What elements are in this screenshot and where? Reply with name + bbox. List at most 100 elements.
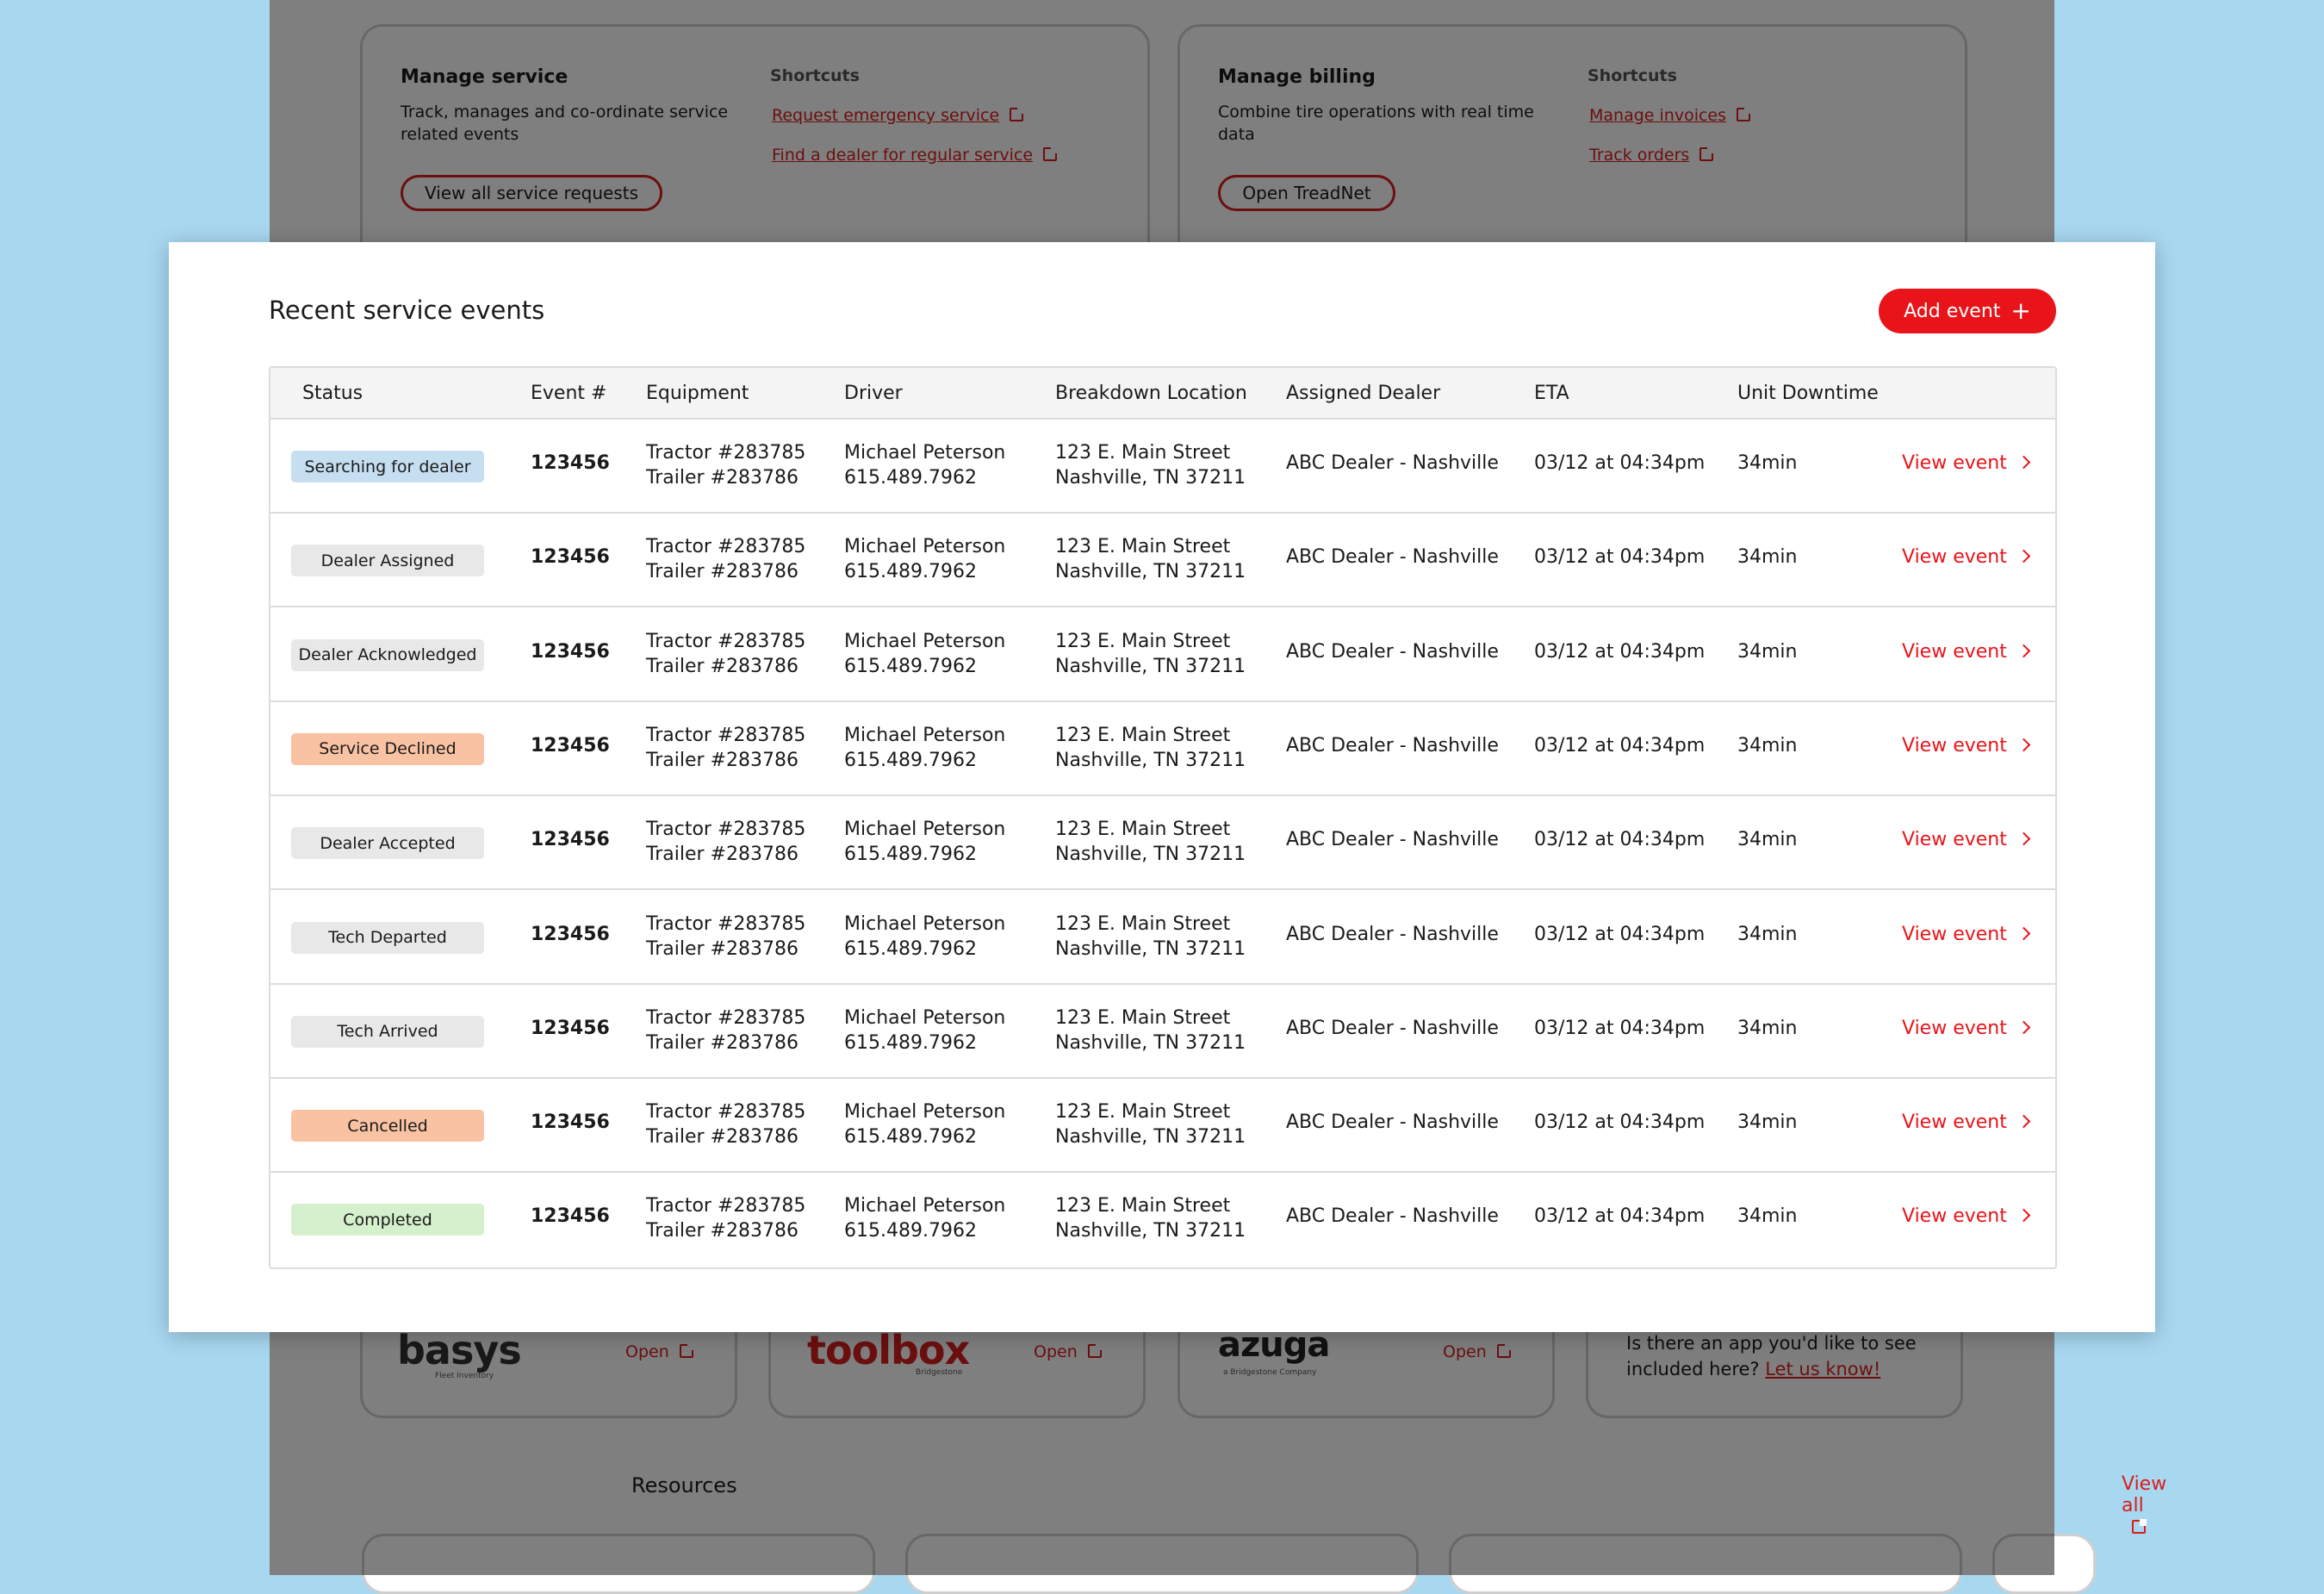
location-city: Nashville, TN 37211 [1055,655,1246,677]
driver-phone: 615.489.7962 [844,467,977,489]
view-event-link[interactable]: View event [1902,923,2031,945]
eta: 03/12 at 04:34pm [1534,1111,1706,1134]
equipment: Tractor #283785 Trailer #283786 [646,1006,805,1055]
view-event-link[interactable]: View event [1902,1018,2031,1039]
equipment: Tractor #283785 Trailer #283786 [646,817,805,867]
table-row[interactable]: Searching for dealer 123456 Tractor #28378… [270,420,2055,514]
breakdown-location: 123 E. Main Street Nashville, TN 37211 [1055,817,1246,867]
chevron-right-icon [2016,455,2031,470]
tractor-id: Tractor #283785 [646,1195,806,1217]
assigned-dealer: ABC Dealer - Nashville [1286,1205,1499,1228]
trailer-id: Trailer #283786 [646,655,798,677]
driver-phone: 615.489.7962 [844,561,977,583]
breakdown-location: 123 E. Main Street Nashville, TN 37211 [1055,629,1246,679]
view-event-link[interactable]: View event [1902,1111,2031,1134]
status-badge: Completed [291,1204,484,1236]
driver-name: Michael Peterson [844,630,1006,652]
driver: Michael Peterson 615.489.7962 [844,1099,1005,1149]
tractor-id: Tractor #283785 [646,630,806,652]
column-header-location: Breakdown Location [1055,383,1247,404]
table-row[interactable]: Tech Departed 123456 Tractor #283785 Traile… [270,891,2055,985]
driver: Michael Peterson 615.489.7962 [844,817,1005,867]
view-event-label: View event [1902,1111,2007,1134]
status-badge: Tech Departed [291,921,484,954]
tractor-id: Tractor #283785 [646,819,806,841]
driver-phone: 615.489.7962 [844,1220,977,1242]
tractor-id: Tractor #283785 [646,536,806,558]
driver-name: Michael Peterson [844,536,1006,558]
table-row[interactable]: Dealer Accepted 123456 Tractor #283785 Trai… [270,796,2055,891]
eta: 03/12 at 04:34pm [1534,734,1706,757]
breakdown-location: 123 E. Main Street Nashville, TN 37211 [1055,440,1246,490]
driver: Michael Peterson 615.489.7962 [844,1006,1005,1055]
column-header-status: Status [302,383,364,404]
table-row[interactable]: Tech Arrived 123456 Tractor #283785 Trailer… [270,985,2055,1079]
table-row[interactable]: Dealer Assigned 123456 Tractor #283785 Trai… [270,514,2055,608]
resources-view-all-link[interactable]: View all [2122,1473,2166,1538]
view-event-link[interactable]: View event [1902,1205,2031,1227]
driver-phone: 615.489.7962 [844,1031,977,1054]
view-event-link[interactable]: View event [1902,546,2031,568]
table-row[interactable]: Service Declined 123456 Tractor #283785 Tra… [270,702,2055,796]
status-badge: Service Declined [291,732,484,765]
eta: 03/12 at 04:34pm [1534,546,1706,569]
event-number: 123456 [531,923,610,945]
view-event-link[interactable]: View event [1902,735,2031,757]
location-city: Nashville, TN 37211 [1055,1220,1246,1242]
chevron-right-icon [2016,644,2031,657]
column-header-equipment: Equipment [646,383,749,404]
location-city: Nashville, TN 37211 [1055,561,1246,583]
location-street: 123 E. Main Street [1055,724,1231,746]
modal-title: Recent service events [269,296,545,325]
trailer-id: Trailer #283786 [646,467,798,489]
location-street: 123 E. Main Street [1055,819,1231,841]
driver-phone: 615.489.7962 [844,749,977,771]
status-badge: Cancelled [291,1110,484,1143]
trailer-id: Trailer #283786 [646,1031,798,1054]
unit-downtime: 34min [1737,640,1798,663]
trailer-id: Trailer #283786 [646,749,798,771]
view-event-link[interactable]: View event [1902,829,2031,851]
add-event-button[interactable]: Add event + [1879,289,2056,333]
event-number: 123456 [531,546,610,569]
status-badge: Tech Arrived [291,1015,484,1048]
driver: Michael Peterson 615.489.7962 [844,723,1005,773]
trailer-id: Trailer #283786 [646,1220,798,1242]
driver: Michael Peterson 615.489.7962 [844,1193,1005,1243]
table-row[interactable]: Cancelled 123456 Tractor #283785 Trailer #2… [270,1079,2055,1174]
location-city: Nashville, TN 37211 [1055,1126,1246,1149]
driver-name: Michael Peterson [844,819,1006,841]
chevron-right-icon [2016,738,2031,752]
unit-downtime: 34min [1737,546,1798,569]
view-event-label: View event [1902,829,2007,851]
unit-downtime: 34min [1737,1111,1798,1134]
location-street: 123 E. Main Street [1055,536,1231,558]
view-event-label: View event [1902,923,2007,945]
view-event-link[interactable]: View event [1902,452,2031,474]
column-header-driver: Driver [844,383,903,404]
add-event-label: Add event [1904,300,2001,322]
table-row[interactable]: Completed 123456 Tractor #283785 Trailer #2… [270,1173,2055,1267]
unit-downtime: 34min [1737,1017,1798,1039]
location-city: Nashville, TN 37211 [1055,467,1246,489]
breakdown-location: 123 E. Main Street Nashville, TN 37211 [1055,723,1246,773]
driver: Michael Peterson 615.489.7962 [844,629,1005,679]
unit-downtime: 34min [1737,734,1798,757]
chevron-right-icon [2016,926,2031,940]
chevron-right-icon [2016,831,2031,846]
chevron-right-icon [2016,1209,2031,1223]
plus-icon: + [2010,296,2031,325]
driver-phone: 615.489.7962 [844,937,977,960]
breakdown-location: 123 E. Main Street Nashville, TN 37211 [1055,1006,1246,1055]
equipment: Tractor #283785 Trailer #283786 [646,723,805,773]
column-header-dealer: Assigned Dealer [1286,383,1441,404]
table-row[interactable]: Dealer Acknowledged 123456 Tractor #283785… [270,608,2055,702]
view-event-link[interactable]: View event [1902,641,2031,663]
unit-downtime: 34min [1737,1205,1798,1228]
location-street: 123 E. Main Street [1055,442,1231,464]
eta: 03/12 at 04:34pm [1534,923,1706,945]
status-badge: Dealer Acknowledged [291,638,484,671]
tractor-id: Tractor #283785 [646,912,806,935]
recent-service-events-modal: Recent service events Add event + Status… [169,242,2155,1332]
tractor-id: Tractor #283785 [646,442,806,464]
